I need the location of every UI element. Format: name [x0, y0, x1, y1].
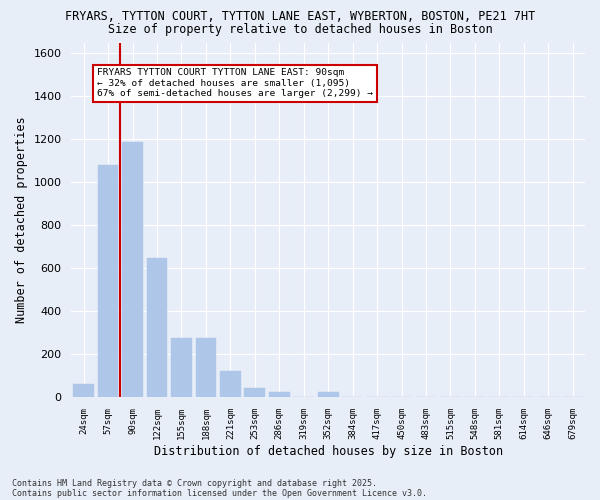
- Bar: [98, 165, 118, 397]
- Bar: [196, 338, 217, 397]
- Bar: [146, 258, 167, 397]
- Text: FRYARS, TYTTON COURT, TYTTON LANE EAST, WYBERTON, BOSTON, PE21 7HT: FRYARS, TYTTON COURT, TYTTON LANE EAST, …: [65, 10, 535, 23]
- Bar: [244, 388, 265, 397]
- Bar: [171, 338, 192, 397]
- Text: Contains HM Land Registry data © Crown copyright and database right 2025.: Contains HM Land Registry data © Crown c…: [12, 478, 377, 488]
- Bar: [122, 142, 143, 397]
- Text: Contains public sector information licensed under the Open Government Licence v3: Contains public sector information licen…: [12, 488, 427, 498]
- Bar: [269, 392, 290, 397]
- Bar: [318, 392, 338, 397]
- Bar: [220, 371, 241, 397]
- Y-axis label: Number of detached properties: Number of detached properties: [15, 116, 28, 323]
- Text: FRYARS TYTTON COURT TYTTON LANE EAST: 90sqm
← 32% of detached houses are smaller: FRYARS TYTTON COURT TYTTON LANE EAST: 90…: [97, 68, 373, 98]
- Text: Size of property relative to detached houses in Boston: Size of property relative to detached ho…: [107, 22, 493, 36]
- X-axis label: Distribution of detached houses by size in Boston: Distribution of detached houses by size …: [154, 444, 503, 458]
- Bar: [73, 384, 94, 397]
